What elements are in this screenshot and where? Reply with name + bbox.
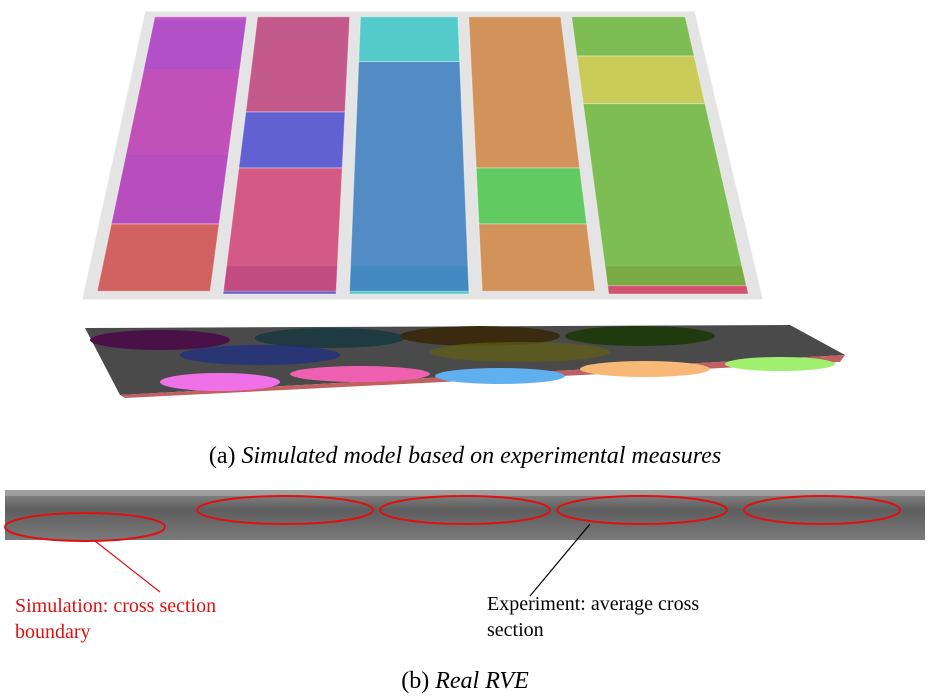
yarn (239, 112, 345, 168)
caption-label: (a) (209, 443, 236, 469)
yarn (479, 224, 595, 291)
woven-model (82, 11, 763, 299)
yarn (577, 56, 705, 104)
yarn (246, 17, 350, 112)
annotation: Experiment: average cross (487, 593, 699, 615)
annotation: boundary (15, 621, 91, 643)
caption-text: Real RVE (434, 668, 529, 694)
side-view (85, 325, 845, 398)
yarn (223, 168, 342, 291)
annotation: section (487, 619, 544, 641)
yarn (97, 224, 219, 291)
yarn (476, 168, 587, 224)
yarn (572, 17, 695, 56)
caption-a: (a)Simulated model based on experimental… (209, 443, 721, 469)
yarn (469, 17, 580, 168)
photo-strip (5, 490, 925, 596)
figure: (a)Simulated model based on experimental… (0, 0, 929, 699)
caption-label: (b) (401, 668, 429, 694)
yarn (359, 17, 460, 62)
caption-b: (b)Real RVE (401, 668, 529, 694)
annotation: Simulation: cross section (15, 595, 216, 617)
yarn (350, 62, 469, 292)
caption-text: Simulated model based on experimental me… (241, 443, 721, 469)
